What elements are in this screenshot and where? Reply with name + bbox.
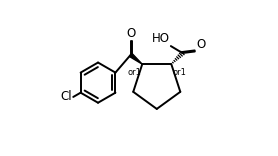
Text: HO: HO xyxy=(152,32,170,45)
Polygon shape xyxy=(129,53,142,64)
Text: Cl: Cl xyxy=(61,90,73,103)
Text: O: O xyxy=(126,27,136,40)
Text: or1: or1 xyxy=(128,68,142,77)
Text: O: O xyxy=(196,38,205,51)
Text: or1: or1 xyxy=(173,68,187,77)
